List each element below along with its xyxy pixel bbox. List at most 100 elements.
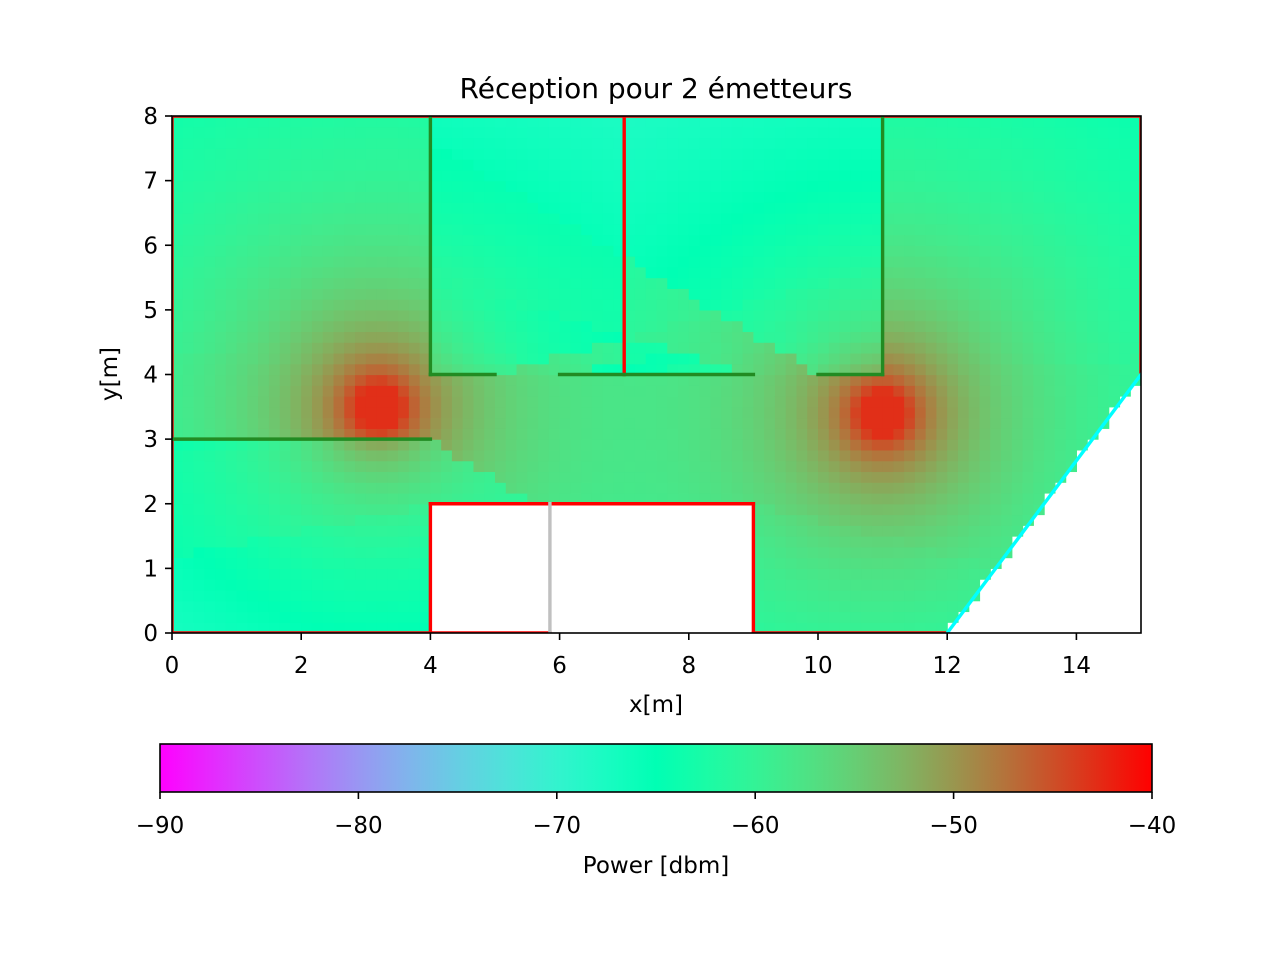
heatmap-cell [850, 622, 862, 633]
heatmap-cell [957, 331, 970, 343]
heatmap-cell [667, 266, 679, 279]
heatmap-cell [236, 309, 248, 322]
heatmap-cell [193, 492, 205, 505]
heatmap-cell [172, 352, 184, 365]
heatmap-cell [441, 460, 453, 473]
heatmap-cell [936, 245, 948, 257]
heatmap-cell [527, 439, 539, 451]
heatmap-cell [387, 449, 399, 462]
heatmap-cell [204, 611, 216, 623]
heatmap-cell [699, 439, 711, 451]
heatmap-cell [408, 342, 421, 354]
heatmap-cell [818, 159, 830, 171]
heatmap-cell [1087, 212, 1099, 225]
heatmap-cell [193, 256, 205, 268]
heatmap-cell [462, 342, 475, 354]
heatmap-cell [387, 256, 399, 268]
heatmap-cell [699, 169, 711, 182]
heatmap-cell [462, 439, 475, 451]
heatmap-cell [182, 159, 195, 171]
heatmap-cell [1044, 234, 1056, 246]
heatmap-cell [796, 406, 808, 419]
heatmap-cell [172, 406, 184, 419]
heatmap-cell [236, 396, 248, 408]
heatmap-cell [1054, 191, 1067, 203]
heatmap-cell [225, 396, 238, 408]
heatmap-cell [1065, 385, 1077, 397]
heatmap-cell [408, 385, 421, 397]
heatmap-cell [591, 374, 604, 386]
heatmap-cell [968, 223, 981, 236]
heatmap-cell [301, 309, 313, 322]
heatmap-cell [968, 126, 981, 139]
heatmap-cell [408, 579, 421, 591]
heatmap-cell [1011, 503, 1024, 516]
heatmap-cell [387, 299, 399, 311]
heatmap-cell [376, 417, 388, 429]
heatmap-cell [311, 385, 324, 397]
heatmap-cell [1108, 212, 1121, 225]
heatmap-cell [430, 288, 442, 300]
heatmap-cell [882, 439, 894, 451]
heatmap-cell [1011, 180, 1024, 192]
heatmap-cell [861, 277, 873, 289]
heatmap-cell [1044, 439, 1056, 451]
heatmap-cell [904, 492, 916, 505]
heatmap-cell [193, 374, 205, 386]
heatmap-cell [882, 514, 894, 526]
heatmap-cell [1119, 299, 1131, 311]
heatmap-cell [1033, 266, 1045, 279]
heatmap-cell [807, 137, 819, 149]
heatmap-cell [764, 126, 776, 139]
heatmap-cell [861, 589, 873, 602]
heatmap-cell [290, 439, 302, 451]
heatmap-cell [355, 417, 367, 429]
heatmap-cell [893, 331, 905, 343]
heatmap-cell [311, 482, 324, 494]
heatmap-cell [1076, 428, 1088, 440]
heatmap-cell [828, 288, 841, 300]
heatmap-cell [678, 159, 690, 171]
heatmap-cell [516, 245, 528, 257]
heatmap-cell [495, 180, 507, 192]
heatmap-cell [904, 406, 916, 419]
heatmap-cell [538, 428, 550, 440]
heatmap-cell [968, 320, 981, 333]
heatmap-cell [807, 406, 819, 419]
heatmap-cell [882, 611, 894, 623]
heatmap-cell [634, 482, 647, 494]
heatmap-cell [731, 126, 744, 139]
heatmap-cell [581, 492, 593, 505]
heatmap-cell [602, 266, 615, 279]
heatmap-cell [559, 396, 571, 408]
heatmap-cell [764, 557, 776, 569]
heatmap-cell [1022, 417, 1034, 429]
heatmap-cell [193, 223, 205, 236]
heatmap-cell [742, 137, 754, 149]
heatmap-cell [419, 309, 431, 322]
heatmap-cell [968, 212, 981, 225]
heatmap-cell [656, 309, 668, 322]
heatmap-cell [548, 482, 561, 494]
heatmap-cell [268, 169, 281, 182]
heatmap-cell [365, 256, 378, 268]
heatmap-cell [1076, 396, 1088, 408]
heatmap-cell [914, 256, 927, 268]
heatmap-cell [742, 223, 754, 236]
heatmap-cell [850, 546, 862, 559]
heatmap-cell [548, 460, 561, 473]
heatmap-cell [688, 363, 701, 376]
heatmap-cell [764, 428, 776, 440]
heatmap-cell [914, 589, 927, 602]
heatmap-cell [1065, 449, 1077, 462]
heatmap-cell [742, 374, 754, 386]
heatmap-cell [785, 622, 798, 633]
heatmap-cell [236, 148, 248, 160]
heatmap-cell [861, 266, 873, 279]
heatmap-cell [279, 342, 292, 354]
heatmap-cell [581, 277, 593, 289]
heatmap-cell [914, 460, 927, 473]
heatmap-cell [484, 417, 496, 429]
heatmap-cell [882, 137, 894, 149]
heatmap-cell [656, 148, 668, 160]
